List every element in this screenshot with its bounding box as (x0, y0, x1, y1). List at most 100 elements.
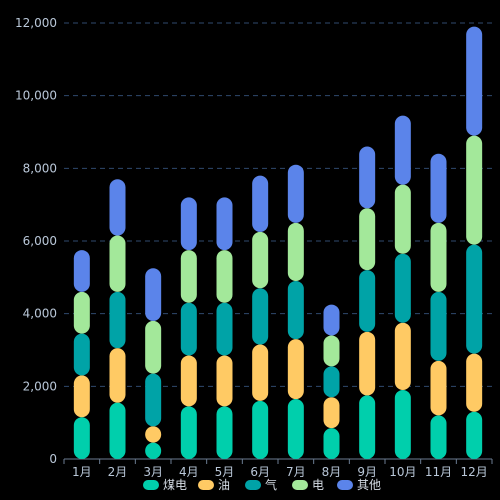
legend-swatch (337, 480, 353, 490)
legend-label: 其他 (357, 478, 381, 492)
bar-segment[interactable] (287, 339, 304, 400)
y-tick-label: 12,000 (15, 16, 57, 30)
bar-segment[interactable] (73, 375, 90, 418)
legend-label: 电 (312, 478, 324, 492)
bar-segment[interactable] (359, 331, 376, 396)
bar-segment[interactable] (394, 389, 411, 459)
legend-swatch (292, 480, 308, 490)
bar-segment[interactable] (109, 402, 126, 459)
bar-segment[interactable] (145, 442, 162, 459)
x-tick-label: 3月 (143, 465, 163, 479)
bar-segment[interactable] (180, 197, 197, 251)
bar-segment[interactable] (252, 344, 269, 401)
bar-segment[interactable] (287, 164, 304, 223)
x-tick-label: 10月 (389, 465, 416, 479)
bar-segment[interactable] (359, 208, 376, 271)
y-tick-label: 10,000 (15, 89, 57, 103)
bar-segment[interactable] (180, 406, 197, 459)
bar-segment[interactable] (216, 197, 233, 251)
bar-segment[interactable] (109, 235, 126, 292)
x-tick-label: 8月 (322, 465, 342, 479)
legend-item[interactable]: 煤电 (143, 478, 187, 492)
bar-segment[interactable] (394, 115, 411, 185)
y-tick-label: 8,000 (23, 161, 57, 175)
legend-label: 气 (265, 477, 277, 492)
bar-segment[interactable] (216, 406, 233, 459)
bar-segment[interactable] (466, 26, 483, 136)
bar-segment[interactable] (109, 179, 126, 236)
bar-segment[interactable] (145, 426, 162, 443)
bar-segment[interactable] (430, 291, 447, 361)
x-tick-label: 12月 (461, 465, 488, 479)
bar-segment[interactable] (109, 291, 126, 349)
bar-segment[interactable] (73, 250, 90, 292)
legend-swatch (198, 480, 214, 490)
bar-segment[interactable] (323, 397, 340, 429)
bar-segment[interactable] (466, 244, 483, 354)
y-axis: 0 2,000 4,000 6,000 8,000 10,000 12,000 (15, 16, 57, 466)
bar-segment[interactable] (394, 184, 411, 254)
x-tick-label: 4月 (179, 465, 199, 479)
legend-label: 油 (218, 478, 230, 492)
bar-segment[interactable] (252, 288, 269, 345)
bar-segment[interactable] (359, 146, 376, 209)
x-tick-label: 9月 (357, 465, 377, 479)
bar-segment[interactable] (323, 428, 340, 459)
bar-segment[interactable] (466, 135, 483, 245)
bar-segment[interactable] (252, 175, 269, 232)
y-tick-label: 6,000 (23, 234, 57, 248)
bar-segment[interactable] (216, 250, 233, 303)
bar-segment[interactable] (323, 335, 340, 367)
bar-segment[interactable] (430, 153, 447, 223)
bar-segment[interactable] (287, 399, 304, 459)
bar-segment[interactable] (73, 333, 90, 376)
bar-segment[interactable] (73, 291, 90, 334)
x-tick-label: 5月 (215, 465, 235, 479)
bar-segment[interactable] (430, 415, 447, 459)
grid (64, 22, 492, 460)
bar-segment[interactable] (287, 280, 304, 340)
bar-segment[interactable] (359, 270, 376, 332)
bar-segment[interactable] (145, 373, 162, 427)
bar-segment[interactable] (145, 320, 162, 374)
y-tick-label: 0 (49, 452, 57, 466)
bar-segment[interactable] (323, 304, 340, 336)
bar-segment[interactable] (252, 400, 269, 459)
bar-segment[interactable] (430, 222, 447, 292)
legend-item[interactable]: 油 (198, 478, 230, 492)
x-tick-label: 2月 (108, 465, 128, 479)
bars (73, 26, 483, 459)
bar-segment[interactable] (109, 348, 126, 403)
bar-segment[interactable] (323, 366, 340, 398)
bar-segment[interactable] (180, 302, 197, 356)
bar-segment[interactable] (287, 222, 304, 281)
legend-label: 煤电 (163, 478, 187, 492)
bar-segment[interactable] (216, 302, 233, 356)
bar-segment[interactable] (466, 353, 483, 412)
bar-segment[interactable] (430, 360, 447, 416)
bar-segment[interactable] (180, 355, 197, 407)
bar-segment[interactable] (466, 411, 483, 459)
legend-item[interactable]: 气 (245, 477, 277, 492)
bar-segment[interactable] (252, 231, 269, 289)
bar-segment[interactable] (145, 268, 162, 321)
x-tick-label: 7月 (286, 465, 306, 479)
y-tick-label: 4,000 (23, 307, 57, 321)
y-tick-label: 2,000 (23, 379, 57, 393)
legend-swatch (245, 480, 261, 490)
legend-item[interactable]: 其他 (337, 478, 381, 492)
x-axis: 1月 2月 3月 4月 5月 6月 7月 8月 9月 10月 11月 12月 (63, 459, 493, 479)
bar-segment[interactable] (216, 355, 233, 407)
x-tick-label: 6月 (250, 465, 270, 479)
bar-segment[interactable] (394, 253, 411, 323)
legend-swatch (143, 480, 159, 490)
bar-segment[interactable] (73, 417, 90, 459)
bar-segment[interactable] (394, 322, 411, 390)
bar-segment[interactable] (180, 250, 197, 303)
bar-segment[interactable] (359, 395, 376, 459)
legend[interactable]: 煤电 油 气 电 其他 (143, 477, 381, 492)
x-tick-label: 11月 (425, 465, 452, 479)
x-tick-label: 1月 (72, 465, 92, 479)
legend-item[interactable]: 电 (292, 478, 324, 492)
